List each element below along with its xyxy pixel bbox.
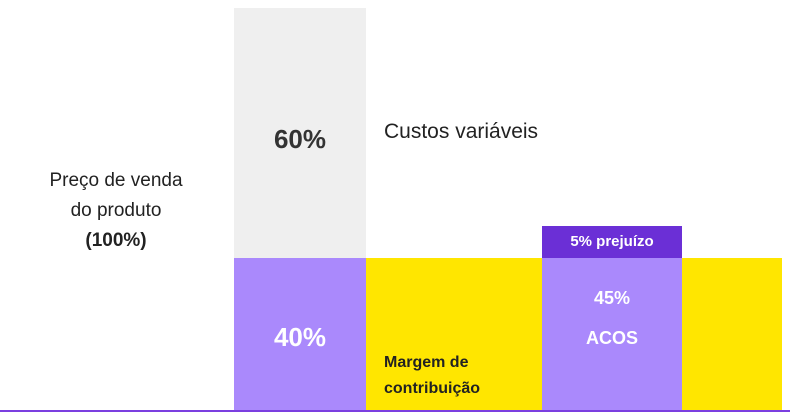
- sale-price-label-percent: (100%): [85, 230, 147, 251]
- sale-price-label-line1: Preço de venda: [49, 170, 183, 191]
- variable-costs-label: Custos variáveis: [384, 120, 539, 143]
- acos-label: ACOS: [585, 328, 638, 348]
- loss-block: 5% prejuízo: [542, 226, 682, 258]
- variable-costs-percent: 60%: [273, 124, 327, 154]
- right-margin-block: [682, 258, 782, 410]
- acos-block: 45% ACOS: [542, 258, 682, 410]
- contribution-percent: 40%: [273, 322, 327, 352]
- contribution-percent-block: 40%: [234, 258, 366, 410]
- contribution-label-block: Margem de contribuição: [366, 258, 542, 410]
- acos-percent: 45%: [593, 288, 631, 308]
- sale-price-label: Preço de venda do produto (100%): [0, 166, 232, 256]
- baseline-line: [0, 410, 790, 412]
- sale-price-label-line2: do produto: [70, 200, 162, 221]
- loss-label: 5% prejuízo: [570, 233, 654, 250]
- contribution-label-line2: contribuição: [384, 380, 481, 397]
- variable-costs-block: 60%: [234, 8, 366, 258]
- contribution-label-line1: Margem de: [384, 354, 469, 371]
- contribution-label: Margem de contribuição: [384, 350, 480, 402]
